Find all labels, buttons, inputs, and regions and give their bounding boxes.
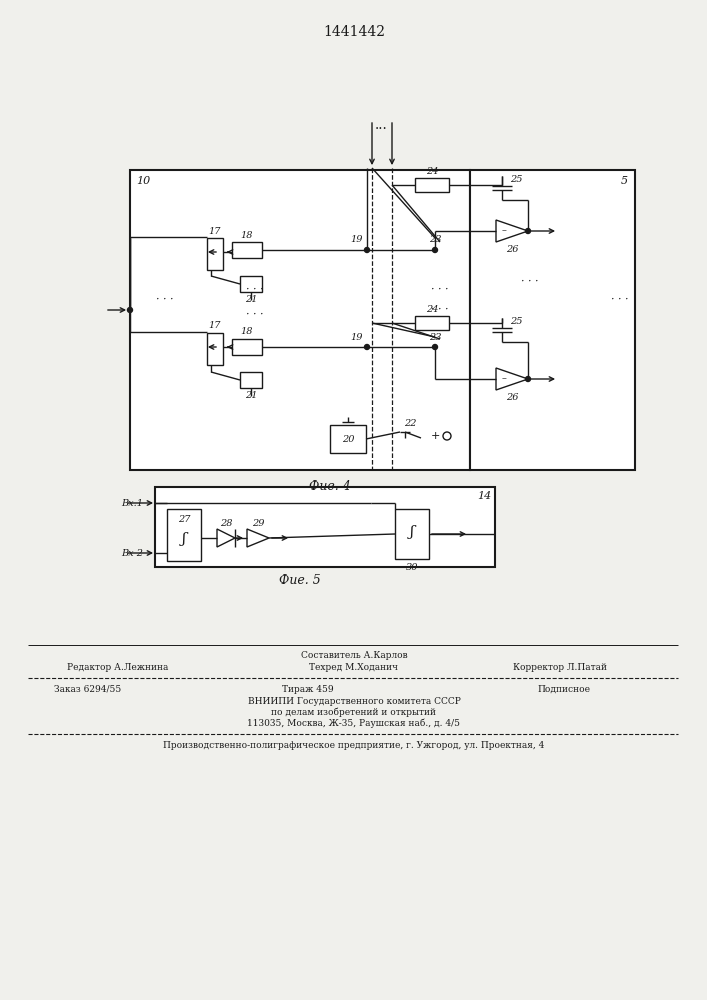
Text: 29: 29	[252, 518, 264, 528]
Text: Вх 2: Вх 2	[121, 548, 143, 558]
Bar	[330, 425, 366, 453]
Text: · · ·: · · ·	[612, 295, 629, 305]
Text: · · ·: · · ·	[431, 305, 449, 315]
Text: 27: 27	[177, 514, 190, 524]
Text: ВНИИПИ Государственного комитета СССР: ВНИИПИ Государственного комитета СССР	[247, 696, 460, 706]
Bar	[240, 276, 262, 292]
Text: · · ·: · · ·	[521, 277, 539, 287]
Text: 10: 10	[136, 176, 150, 186]
Text: Подписное: Подписное	[537, 684, 590, 694]
Text: Техред М.Ходанич: Техред М.Ходанич	[310, 664, 399, 672]
Circle shape	[127, 308, 132, 312]
Text: 14: 14	[477, 491, 491, 501]
Bar	[232, 339, 262, 355]
Circle shape	[525, 376, 530, 381]
Bar	[232, 242, 262, 258]
Text: 26: 26	[506, 245, 518, 254]
Text: · · ·: · · ·	[431, 285, 449, 295]
Text: ʃ: ʃ	[410, 525, 414, 539]
Text: –: –	[501, 374, 506, 383]
Text: 21: 21	[245, 391, 257, 400]
Text: · · ·: · · ·	[246, 285, 264, 295]
Bar	[415, 178, 449, 192]
Text: Фие. 4: Фие. 4	[309, 481, 351, 493]
Text: 5: 5	[621, 176, 628, 186]
Text: 30: 30	[406, 564, 419, 572]
Bar	[240, 372, 262, 388]
Bar	[470, 170, 635, 470]
Text: ...: ...	[375, 118, 387, 132]
Bar	[167, 509, 201, 561]
Text: Производственно-полиграфическое предприятие, г. Ужгород, ул. Проектная, 4: Производственно-полиграфическое предприя…	[163, 740, 544, 750]
Text: Фие. 5: Фие. 5	[279, 574, 321, 586]
Circle shape	[433, 247, 438, 252]
Text: 18: 18	[241, 231, 253, 239]
Text: 24: 24	[426, 167, 438, 176]
Text: Составитель А.Карлов: Составитель А.Карлов	[300, 652, 407, 660]
Text: 113035, Москва, Ж-35, Раушская наб., д. 4/5: 113035, Москва, Ж-35, Раушская наб., д. …	[247, 718, 460, 728]
Text: 25: 25	[510, 318, 522, 326]
Text: 21: 21	[245, 296, 257, 304]
Text: по делам изобретений и открытий: по делам изобретений и открытий	[271, 707, 436, 717]
Circle shape	[433, 344, 438, 350]
Text: Тираж 459: Тираж 459	[282, 684, 334, 694]
Text: 17: 17	[209, 322, 221, 330]
Text: 17: 17	[209, 227, 221, 235]
Text: 26: 26	[506, 393, 518, 402]
Bar	[130, 170, 470, 470]
Text: Корректор Л.Патай: Корректор Л.Патай	[513, 664, 607, 672]
Text: · · ·: · · ·	[246, 310, 264, 320]
Bar	[207, 333, 223, 365]
Text: 20: 20	[341, 434, 354, 444]
Circle shape	[365, 344, 370, 350]
Bar	[155, 487, 495, 567]
Text: 19: 19	[351, 332, 363, 342]
Text: 18: 18	[241, 328, 253, 336]
Text: 23: 23	[428, 235, 441, 244]
Text: · · ·: · · ·	[156, 295, 174, 305]
Text: 23: 23	[428, 332, 441, 342]
Circle shape	[365, 247, 370, 252]
Text: –: –	[501, 227, 506, 235]
Text: 24: 24	[426, 306, 438, 314]
Text: 1441442: 1441442	[323, 25, 385, 39]
Circle shape	[525, 229, 530, 233]
Text: 22: 22	[404, 420, 416, 428]
Text: Редактор А.Лежнина: Редактор А.Лежнина	[67, 664, 169, 672]
Text: 28: 28	[220, 518, 233, 528]
Text: Вх.1: Вх.1	[121, 498, 143, 508]
Text: +: +	[431, 431, 440, 441]
Text: ʃ: ʃ	[182, 532, 186, 546]
Bar	[415, 316, 449, 330]
Bar	[395, 509, 429, 559]
Text: Заказ 6294/55: Заказ 6294/55	[54, 684, 122, 694]
Bar	[207, 238, 223, 270]
Text: 25: 25	[510, 176, 522, 184]
Text: 19: 19	[351, 235, 363, 244]
